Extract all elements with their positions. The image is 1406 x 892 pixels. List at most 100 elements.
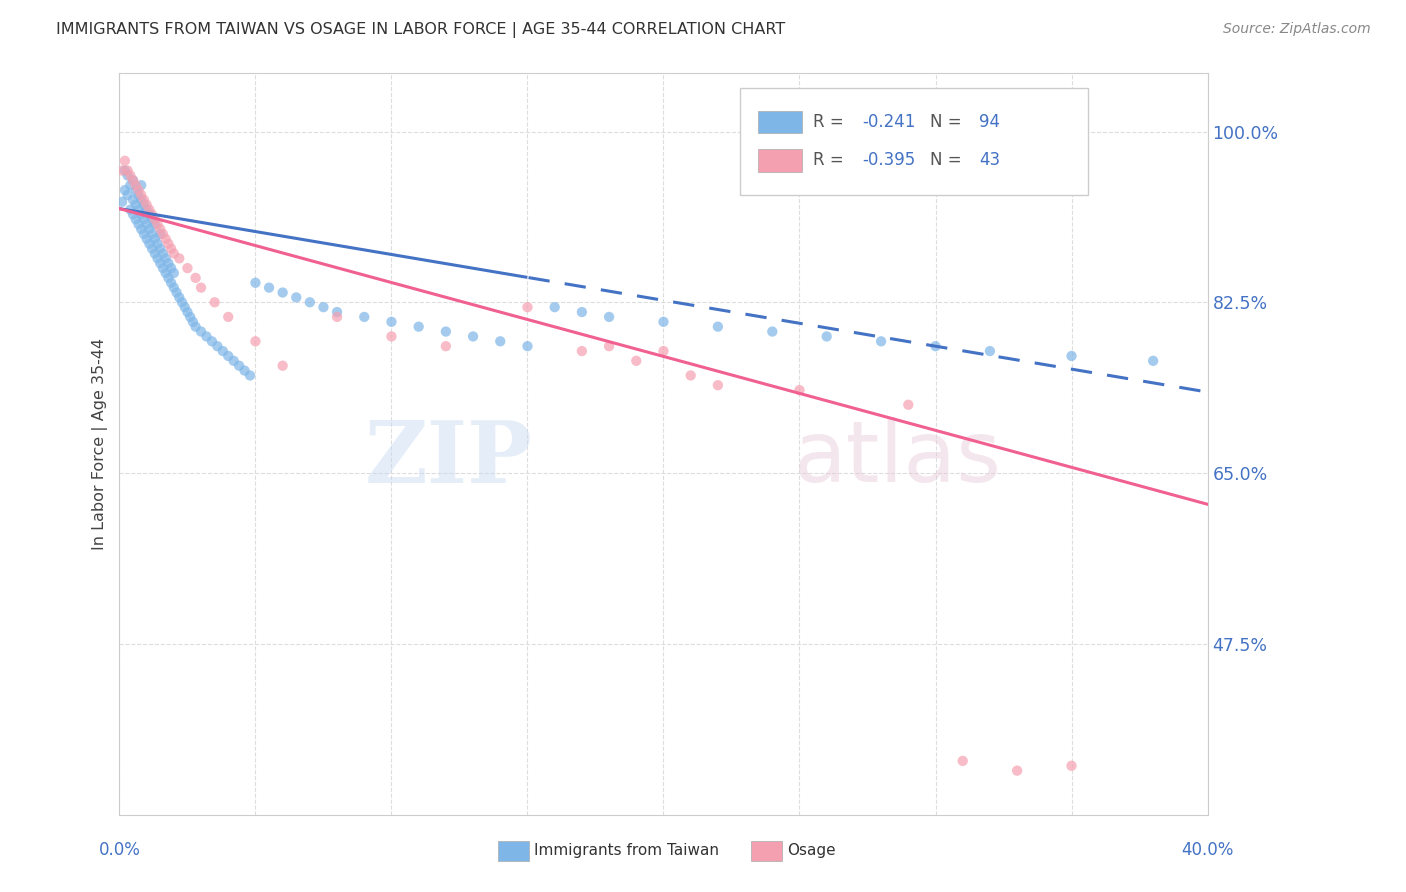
Point <box>434 325 457 339</box>
Point <box>129 222 152 236</box>
Point <box>233 363 256 377</box>
Point <box>1005 764 1028 778</box>
Point <box>155 266 177 280</box>
Point <box>815 329 838 343</box>
Point <box>138 207 160 221</box>
FancyBboxPatch shape <box>758 111 801 133</box>
Point <box>122 207 145 221</box>
Point <box>380 329 402 343</box>
Point <box>489 334 512 349</box>
Point <box>132 227 155 241</box>
Point <box>143 232 166 246</box>
Point <box>160 276 183 290</box>
Text: 0.0%: 0.0% <box>98 841 141 859</box>
Point <box>122 173 145 187</box>
Point <box>870 334 893 349</box>
Point <box>155 252 177 266</box>
Point <box>1060 758 1083 772</box>
Point <box>155 232 177 246</box>
Point <box>132 212 155 227</box>
Point <box>135 217 157 231</box>
Point <box>652 344 675 359</box>
Point <box>120 169 142 183</box>
Point <box>138 202 160 217</box>
Point <box>176 261 198 276</box>
Text: ZIP: ZIP <box>366 417 533 500</box>
Point <box>146 217 169 231</box>
Point <box>127 188 149 202</box>
Text: 94: 94 <box>979 113 1000 131</box>
Point <box>129 188 152 202</box>
Point <box>163 246 186 260</box>
Point <box>141 207 163 221</box>
Point <box>298 295 321 310</box>
Point <box>152 261 174 276</box>
Point <box>117 163 139 178</box>
Point <box>111 194 134 209</box>
Point <box>707 319 730 334</box>
Text: N =: N = <box>931 152 967 169</box>
Point <box>141 227 163 241</box>
Point <box>122 173 145 187</box>
Point <box>111 163 134 178</box>
Point <box>204 295 226 310</box>
Point <box>211 344 233 359</box>
Point <box>245 334 267 349</box>
Point <box>184 271 207 285</box>
Point <box>571 305 593 319</box>
Point <box>679 368 702 383</box>
Point <box>626 354 648 368</box>
Point <box>239 368 262 383</box>
Point <box>217 349 239 363</box>
Point <box>176 305 198 319</box>
Point <box>434 339 457 353</box>
Point <box>312 300 335 314</box>
Point <box>1142 354 1164 368</box>
Point <box>1060 349 1083 363</box>
Point <box>125 178 148 193</box>
Point <box>132 193 155 207</box>
Point <box>143 217 166 231</box>
Point <box>143 212 166 227</box>
Point <box>125 183 148 197</box>
Point <box>141 212 163 227</box>
Point <box>207 339 229 353</box>
Point <box>516 300 538 314</box>
Point <box>146 236 169 251</box>
Point <box>181 315 204 329</box>
Point <box>120 202 142 217</box>
Text: Immigrants from Taiwan: Immigrants from Taiwan <box>534 843 718 858</box>
Point <box>117 188 139 202</box>
Point <box>598 310 620 324</box>
Point <box>222 354 245 368</box>
Text: Osage: Osage <box>787 843 835 858</box>
Point <box>129 193 152 207</box>
Point <box>789 383 811 397</box>
Point <box>160 242 183 256</box>
Point <box>141 242 163 256</box>
FancyBboxPatch shape <box>740 87 1088 195</box>
Point <box>143 246 166 260</box>
Point <box>271 285 294 300</box>
Point <box>127 217 149 231</box>
Point <box>173 300 195 314</box>
Point <box>761 325 783 339</box>
Point <box>179 310 201 324</box>
Point <box>135 202 157 217</box>
Point <box>120 178 142 193</box>
Point <box>380 315 402 329</box>
Point <box>169 290 191 304</box>
Text: 40.0%: 40.0% <box>1181 841 1233 859</box>
Text: 43: 43 <box>979 152 1000 169</box>
FancyBboxPatch shape <box>758 149 801 171</box>
Point <box>129 207 152 221</box>
Text: -0.241: -0.241 <box>863 113 915 131</box>
Point <box>149 242 172 256</box>
Point <box>195 329 218 343</box>
Point <box>190 280 212 294</box>
Point <box>132 197 155 211</box>
Point <box>149 256 172 270</box>
Point <box>169 252 191 266</box>
Point <box>571 344 593 359</box>
Point <box>461 329 484 343</box>
